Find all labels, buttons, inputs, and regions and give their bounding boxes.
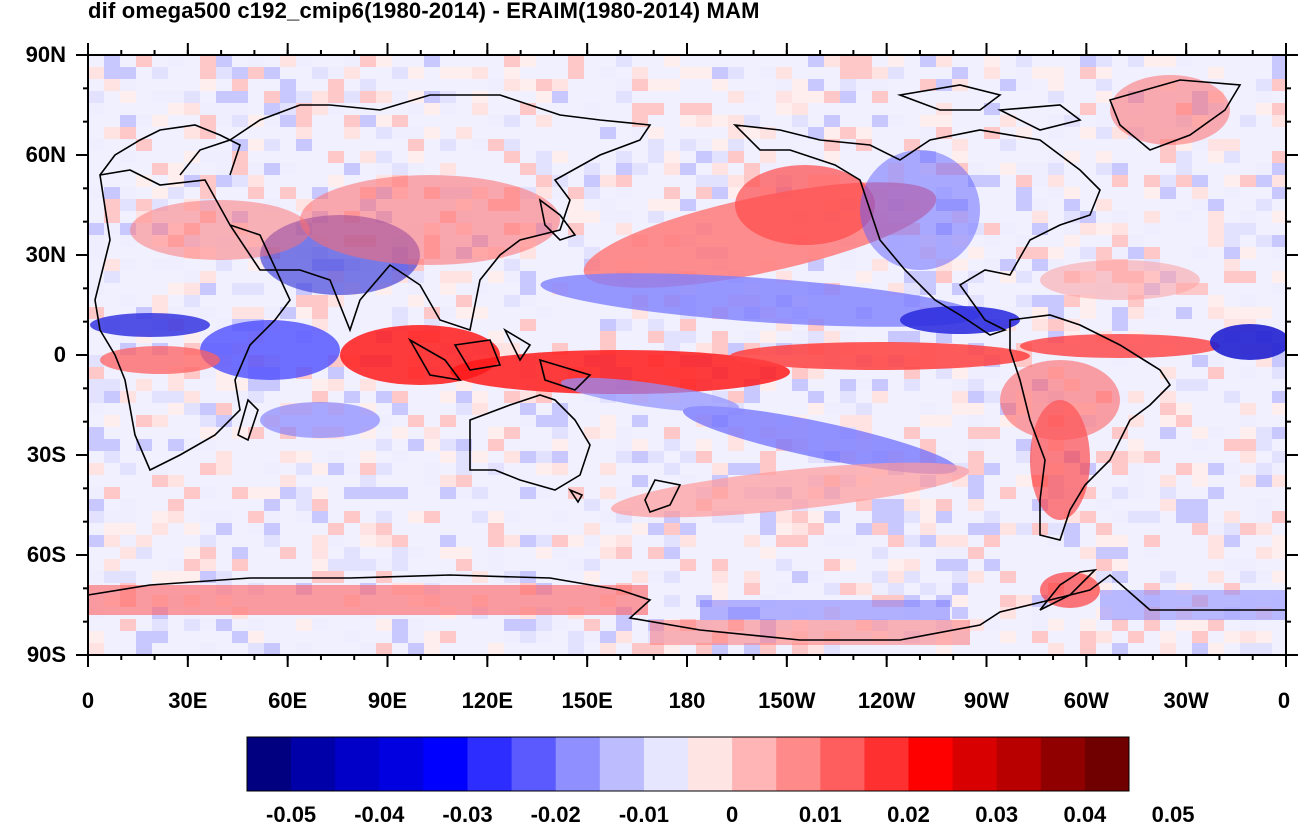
colorbar-swatch	[423, 737, 468, 791]
colorbar-swatch	[996, 737, 1042, 791]
lat-label: 0	[53, 342, 66, 367]
lon-label: 90W	[963, 688, 1010, 713]
colorbar-swatch	[776, 737, 821, 791]
colorbar-swatch	[511, 737, 557, 791]
lon-label: 150W	[758, 688, 816, 713]
coastlines	[88, 79, 1286, 641]
colorbar-label: -0.04	[354, 802, 405, 827]
colorbar-swatch	[1040, 737, 1086, 791]
lon-label: 60W	[1063, 688, 1109, 713]
colorbar-swatch	[555, 737, 601, 791]
lat-label: 90N	[25, 42, 66, 67]
colorbar-swatch	[908, 737, 954, 791]
colorbar-swatch	[688, 737, 733, 791]
lon-label: 180	[668, 688, 706, 713]
colorbar-label: 0.01	[798, 802, 842, 827]
colorbar-swatch	[643, 737, 689, 791]
lon-label: 120W	[857, 688, 916, 713]
lon-label: 0	[1277, 688, 1291, 713]
lon-label: 0	[81, 688, 95, 713]
colorbar-label: 0.04	[1063, 802, 1107, 827]
lat-label: 60S	[26, 542, 66, 567]
lon-label: 120E	[461, 688, 514, 713]
colorbar-label: -0.03	[442, 802, 493, 827]
lat-label: 60N	[25, 142, 66, 167]
colorbar-label: 0	[725, 802, 739, 827]
lon-label: 30E	[168, 688, 208, 713]
lon-label: 60E	[268, 688, 308, 713]
colorbar-swatch	[864, 737, 909, 791]
colorbar-frame	[246, 736, 1130, 792]
colorbar-swatch	[732, 737, 777, 791]
colorbar-label: -0.02	[530, 802, 581, 827]
axis-ticks	[76, 43, 1298, 667]
colorbar	[247, 737, 1130, 791]
colorbar-swatch	[1084, 737, 1130, 791]
lon-label: 30W	[1163, 688, 1209, 713]
colorbar-label: 0.03	[975, 802, 1019, 827]
colorbar-swatch	[467, 737, 513, 791]
lat-label: 30S	[26, 442, 66, 467]
colorbar-label: 0.02	[887, 802, 930, 827]
colorbar-label: 0.05	[1151, 802, 1195, 827]
lon-label: 90E	[367, 688, 408, 713]
lon-label: 150E	[561, 688, 613, 713]
colorbar-label: -0.05	[266, 802, 317, 827]
lat-label: 30N	[25, 242, 66, 267]
lat-label: 90S	[26, 642, 66, 667]
colorbar-label: -0.01	[618, 802, 669, 827]
colorbar-swatch	[820, 737, 865, 791]
colorbar-swatch	[952, 737, 998, 791]
colorbar-swatch	[291, 737, 336, 791]
colorbar-swatch	[379, 737, 424, 791]
map-title: dif omega500 c192_cmip6(1980-2014) - ERA…	[88, 0, 760, 23]
colorbar-swatch	[247, 737, 292, 791]
colorbar-swatch	[599, 737, 645, 791]
colorbar-swatch	[335, 737, 380, 791]
